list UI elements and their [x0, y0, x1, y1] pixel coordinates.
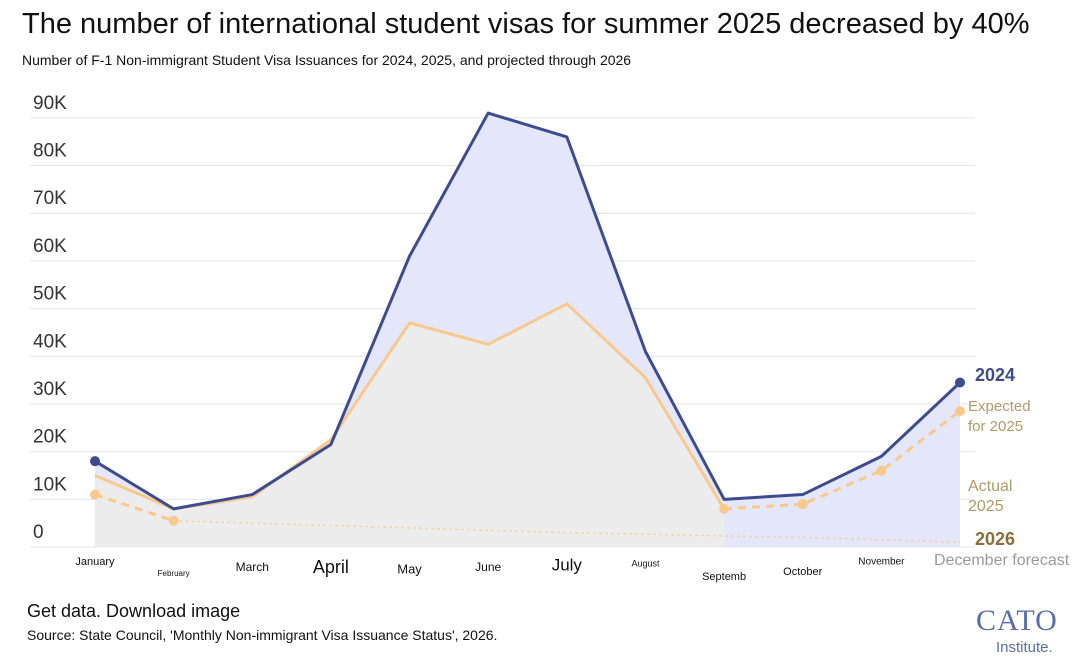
y-tick-label: 0 [33, 522, 44, 543]
y-tick-label: 80K [33, 141, 67, 162]
x-tick-label: Septemb [702, 571, 746, 583]
chart: 0 10K 20K 30K 40K 50K 60K 70K 80K 90K January Febru… [30, 93, 975, 583]
chart-title: The number of international student visa… [22, 8, 1030, 40]
point [90, 489, 100, 500]
y-tick-label: 50K [33, 284, 67, 305]
y-tick-label: 20K [33, 427, 67, 448]
point [876, 465, 887, 476]
line [94, 111, 962, 511]
series-label: 2024 [975, 365, 1016, 385]
series-label: Actual 2025 [968, 478, 1013, 515]
area [95, 303, 725, 547]
source: Source: State Council, 'Monthly Non-immi… [27, 627, 498, 643]
x-tick-label: June [475, 560, 501, 574]
x-tick-label: May [397, 561, 422, 576]
x-tick-label: July [552, 555, 583, 574]
series-label: Expected for 2025 [968, 398, 1031, 435]
y-tick-label: 70K [33, 188, 67, 209]
x-tick-label: October [783, 566, 822, 578]
point [797, 499, 808, 510]
y-tick-label: 30K [33, 379, 67, 400]
y-tick-label: 10K [33, 474, 67, 495]
y-tick-label: 40K [33, 331, 67, 352]
point [955, 406, 965, 417]
line [173, 520, 961, 543]
logo: CATO [976, 604, 1058, 637]
point [955, 377, 965, 388]
y-tick-label: 90K [33, 93, 67, 114]
chart-subtitle: Number of F-1 Non-immigrant Student Visa… [22, 52, 632, 68]
x-tick-label: February [158, 569, 190, 578]
x-tick-label: April [313, 557, 349, 577]
line [724, 409, 961, 511]
x-tick-label: August [631, 558, 660, 568]
series-label: 2026 [975, 529, 1016, 549]
logo-sub: Institute. [996, 639, 1053, 656]
x-tick-label: January [75, 556, 115, 568]
point [168, 515, 179, 526]
y-tick-label: 60K [33, 236, 67, 257]
x-tick-label: March [236, 560, 269, 574]
footer-links[interactable]: Get data. Download image [27, 601, 241, 621]
x-tick-label: November [858, 557, 905, 568]
point [90, 456, 100, 467]
annotation: December forecast [934, 552, 1070, 569]
